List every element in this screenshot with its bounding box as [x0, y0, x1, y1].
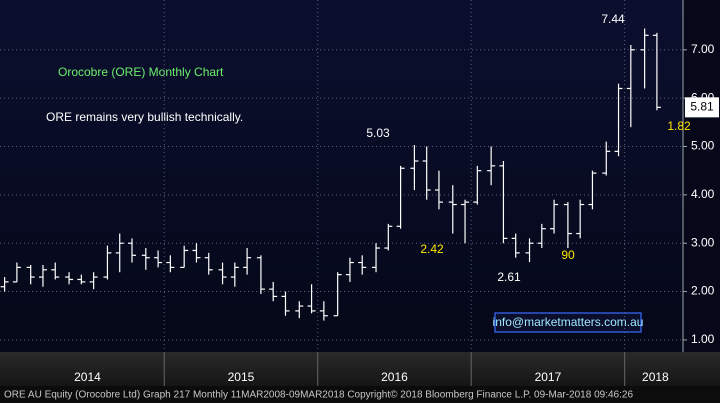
ohlc-bar: [127, 238, 136, 263]
ohlc-bar: [180, 245, 189, 268]
ohlc-bar: [51, 262, 60, 280]
y-tick-label: 2.00: [691, 284, 715, 298]
ohlc-bar: [372, 243, 381, 273]
ohlc-bar: [563, 202, 572, 249]
ohlc-bar: [448, 185, 457, 234]
annotation: 5.03: [366, 126, 390, 140]
ohlc-bar: [230, 262, 239, 287]
ohlc-bar: [38, 264, 47, 287]
ohlc-bar: [141, 248, 150, 270]
ohlc-bar: [12, 262, 21, 283]
annotation: 1.82: [667, 119, 691, 133]
ohlc-bar: [602, 141, 611, 176]
x-axis-background: [0, 352, 720, 386]
ohlc-bar: [256, 255, 265, 294]
ohlc-bar: [269, 281, 278, 302]
ohlc-bar: [103, 245, 112, 280]
ohlc-bar: [333, 272, 342, 317]
annotation: 2.61: [497, 270, 521, 284]
footer-background: [0, 386, 720, 403]
ohlc-bar: [218, 262, 227, 285]
ohlc-bar: [243, 248, 252, 275]
y-tick-label: 7.00: [691, 42, 715, 56]
ohlc-bar: [307, 284, 316, 314]
chart-title: Orocobre (ORE) Monthly Chart: [58, 65, 224, 79]
axis-background: [683, 0, 720, 352]
ohlc-bar: [0, 277, 9, 292]
ohlc-bar: [511, 233, 520, 258]
x-tick-label: 2018: [642, 370, 669, 384]
x-tick-label: 2017: [535, 370, 562, 384]
x-tick-label: 2016: [381, 370, 408, 384]
annotation: 2.42: [420, 242, 444, 256]
ohlc-bar: [89, 272, 98, 290]
ohlc-bar: [410, 145, 419, 191]
ohlc-bar: [537, 223, 546, 249]
ohlc-bar: [576, 199, 585, 239]
y-tick-label: 4.00: [691, 187, 715, 201]
y-tick-label: 1.00: [691, 332, 715, 346]
ohlc-bar: [65, 272, 74, 285]
ohlc-bar: [281, 291, 290, 316]
credit: info@marketmatters.com.au: [493, 315, 644, 329]
ohlc-bar: [319, 301, 328, 321]
last-price-box: [685, 97, 719, 118]
ohlc-bar: [652, 32, 661, 111]
ohlc-bar: [192, 243, 201, 263]
ohlc-bar: [487, 146, 496, 186]
footer: ORE AU Equity (Orocobre Ltd) Graph 217 M…: [4, 390, 633, 401]
ohlc-bar: [154, 250, 163, 268]
credit-box: [494, 312, 642, 333]
ohlc-bar: [614, 83, 623, 157]
ohlc-bar: [626, 44, 635, 128]
ohlc-bar: [396, 165, 405, 229]
last-price-label: 5.81: [690, 100, 714, 114]
annotation: 7.44: [601, 12, 625, 26]
ohlc-bar: [115, 233, 124, 273]
ohlc-bar: [461, 199, 470, 244]
ohlc-bar: [26, 264, 35, 285]
chart-subtitle: ORE remains very bullish technically.: [46, 110, 243, 124]
ohlc-bar: [358, 255, 367, 275]
x-tick-label: 2015: [228, 370, 255, 384]
ohlc-bar: [384, 223, 393, 251]
ohlc-bar: [588, 170, 597, 210]
ohlc-bar: [345, 257, 354, 282]
ohlc-bar: [499, 161, 508, 244]
annotation: 90: [561, 248, 575, 262]
ohlc-bar: [434, 170, 443, 210]
y-tick-label: 5.00: [691, 139, 715, 153]
ohlc-bar: [166, 255, 175, 273]
ohlc-bar: [422, 146, 431, 200]
x-tick-label: 2014: [74, 370, 101, 384]
ohlc-bar: [204, 252, 213, 275]
plot-background: [0, 0, 720, 352]
y-tick-label: 3.00: [691, 235, 715, 249]
ohlc-bar: [525, 238, 534, 263]
ohlc-bar: [295, 301, 304, 319]
ohlc-bar: [640, 28, 649, 89]
ohlc-bar: [473, 165, 482, 205]
ohlc-bar: [77, 274, 86, 285]
ohlc-bar: [550, 199, 559, 234]
